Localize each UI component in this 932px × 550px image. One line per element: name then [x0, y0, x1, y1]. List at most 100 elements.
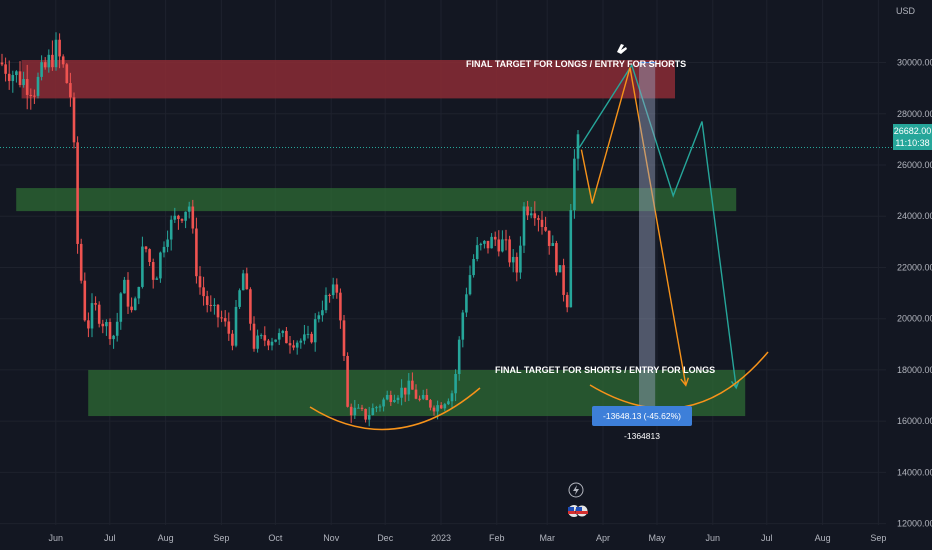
candle-body	[310, 333, 313, 343]
candle-body	[177, 215, 180, 220]
candle-body	[213, 304, 216, 306]
candle-body	[565, 294, 569, 308]
x-tick-label: Dec	[377, 533, 394, 543]
candle-body	[155, 278, 159, 280]
candle-body	[389, 394, 393, 402]
candle-body	[573, 158, 576, 211]
x-axis-ticks: Jun Jul Aug Sep Oct Nov Dec 2023 Feb Mar Apr May Jun…	[49, 533, 887, 543]
candle-body	[313, 319, 317, 343]
candle-body	[295, 342, 299, 348]
candle-body	[385, 394, 389, 400]
candle-body	[7, 73, 11, 82]
candle-body	[339, 292, 342, 321]
candle-body	[90, 303, 94, 329]
candle-body	[18, 71, 22, 86]
candle-body	[0, 62, 4, 65]
candle-body	[425, 395, 429, 401]
candle-body	[123, 279, 126, 294]
candle-body	[274, 339, 277, 342]
candle-body	[396, 397, 400, 401]
candle-body	[43, 62, 47, 68]
candle-body	[40, 62, 43, 77]
y-tick-label: 14000.00	[897, 467, 932, 477]
x-tick-label: Oct	[268, 533, 283, 543]
candle-body	[576, 134, 580, 159]
candle-body	[69, 83, 72, 98]
candle-body	[223, 318, 227, 322]
x-tick-label: Jun	[49, 533, 64, 543]
candle-body	[555, 243, 558, 273]
candle-body	[4, 64, 7, 74]
candle-body	[364, 408, 367, 420]
y-tick-label: 28000.00	[897, 109, 932, 119]
candle-body	[421, 395, 425, 399]
measure-box	[639, 62, 656, 417]
candle-body	[72, 97, 76, 143]
candle-body	[526, 206, 529, 216]
lightning-icon[interactable]	[568, 482, 584, 498]
candle-body	[119, 293, 123, 322]
measure-label: -13648.13 (-45.62%) -1364813	[592, 406, 692, 441]
candle-body	[540, 219, 544, 227]
y-tick-label: 12000.00	[897, 519, 932, 529]
candle-body	[331, 284, 335, 296]
candle-body	[151, 262, 155, 280]
x-tick-label: Apr	[596, 533, 610, 543]
candle-body	[108, 322, 112, 340]
candle-body	[87, 320, 90, 329]
y-tick-label: 22000.00	[897, 262, 932, 272]
candle-body	[227, 321, 231, 334]
candle-body	[328, 294, 331, 296]
candle-body	[519, 245, 522, 273]
candle-body	[263, 335, 267, 341]
candle-body	[324, 294, 328, 311]
candle-body	[562, 265, 565, 295]
candle-body	[533, 213, 537, 219]
zone-support-upper	[16, 188, 737, 212]
candle-body	[342, 320, 346, 356]
candle-body	[25, 79, 29, 95]
candle-body	[515, 256, 519, 273]
candle-body	[209, 304, 213, 306]
candle-body	[497, 239, 501, 252]
candle-body	[187, 206, 191, 212]
candle-body	[303, 334, 306, 341]
candle-body	[162, 246, 166, 253]
candle-body	[403, 387, 407, 395]
candle-body	[76, 142, 79, 244]
candle-body	[367, 415, 371, 420]
candle-body	[357, 407, 360, 409]
candle-body	[141, 246, 144, 287]
candle-body	[241, 273, 245, 291]
candle-body	[97, 304, 101, 324]
candle-body	[267, 340, 270, 346]
candle-body	[429, 400, 432, 408]
x-tick-label: Aug	[158, 533, 174, 543]
candle-body	[486, 240, 490, 249]
candle-body	[245, 273, 249, 290]
candle-body	[231, 333, 234, 346]
candle-body	[256, 335, 259, 349]
candle-body	[166, 239, 169, 247]
candle-body	[83, 280, 87, 321]
candle-body	[11, 75, 15, 82]
projection-orange	[580, 67, 687, 386]
candle-body	[277, 333, 281, 340]
candle-body	[22, 79, 25, 86]
y-axis-ticks: 30000.00 28000.00 26000.00 24000.00 22000.00…	[897, 58, 932, 529]
candle-body	[133, 298, 137, 311]
us-flag-event-icon[interactable]	[568, 504, 589, 518]
candle-body	[493, 236, 497, 240]
candle-body	[36, 76, 40, 96]
candle-body	[65, 64, 69, 84]
x-tick-label: Jul	[761, 533, 773, 543]
candle-body	[414, 389, 418, 399]
candle-body	[252, 323, 256, 349]
candle-body	[105, 322, 108, 327]
candle-body	[144, 246, 148, 250]
candle-body	[371, 408, 375, 416]
x-tick-label: Aug	[815, 533, 831, 543]
candle-body	[393, 400, 396, 402]
candle-body	[47, 54, 51, 68]
